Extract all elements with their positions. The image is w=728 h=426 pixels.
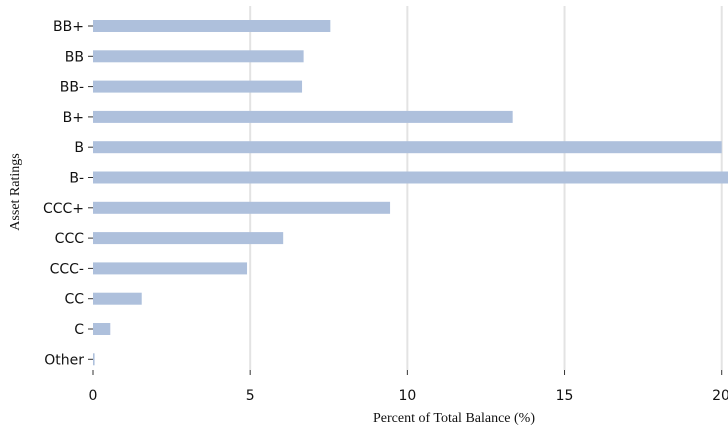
y-tick-label: CC bbox=[64, 292, 84, 308]
y-tick-label: BB+ bbox=[53, 19, 84, 35]
y-tick-label: B bbox=[74, 140, 84, 156]
bar-CC bbox=[93, 292, 142, 305]
y-tick-label: B- bbox=[69, 171, 84, 187]
y-tick-label: BB- bbox=[60, 80, 84, 96]
y-tick-label: CCC+ bbox=[43, 201, 84, 217]
y-tick-label: C bbox=[74, 322, 84, 338]
bar-BB+ bbox=[93, 20, 331, 32]
bar-CCC- bbox=[93, 262, 248, 275]
bar-B- bbox=[93, 171, 728, 184]
bar-B+ bbox=[93, 110, 513, 123]
bars bbox=[93, 20, 728, 366]
x-tick-label: 5 bbox=[246, 388, 255, 404]
bar-B bbox=[93, 141, 722, 154]
x-tick-label: 10 bbox=[398, 388, 416, 404]
x-tick-label: 15 bbox=[556, 388, 574, 404]
x-axis-title: Percent of Total Balance (%) bbox=[373, 411, 535, 426]
y-tick-label: B+ bbox=[63, 110, 84, 126]
bar-CCC bbox=[93, 232, 284, 245]
bar-CCC+ bbox=[93, 201, 391, 214]
x-axis-tick-labels: 0 5 10 15 20 bbox=[89, 370, 728, 404]
x-tick-label: 20 bbox=[712, 388, 728, 404]
bar-BB bbox=[93, 50, 304, 63]
y-axis-title: Asset Ratings bbox=[8, 153, 23, 230]
bar-Other bbox=[93, 353, 95, 366]
y-tick-label: Other bbox=[44, 352, 84, 368]
y-tick-label: BB bbox=[65, 49, 84, 65]
bar-BB- bbox=[93, 80, 303, 93]
y-tick-label: CCC bbox=[55, 231, 85, 247]
x-tick-label: 0 bbox=[89, 388, 98, 404]
bar-C bbox=[93, 323, 111, 335]
y-tick-label: CCC- bbox=[50, 261, 84, 277]
gridlines bbox=[249, 6, 723, 370]
